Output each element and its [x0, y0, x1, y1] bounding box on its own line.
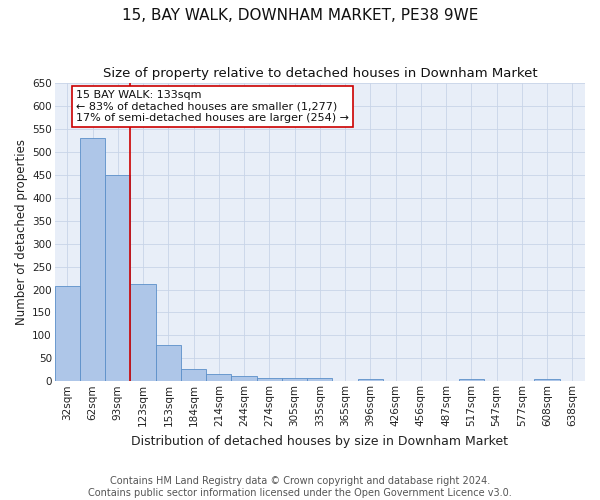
Bar: [358, 378, 383, 382]
Bar: [55, 286, 80, 382]
Bar: [80, 138, 105, 382]
Bar: [459, 378, 484, 382]
Bar: [206, 374, 232, 382]
Text: Contains HM Land Registry data © Crown copyright and database right 2024.
Contai: Contains HM Land Registry data © Crown c…: [88, 476, 512, 498]
Bar: [282, 378, 307, 382]
X-axis label: Distribution of detached houses by size in Downham Market: Distribution of detached houses by size …: [131, 434, 508, 448]
Title: Size of property relative to detached houses in Downham Market: Size of property relative to detached ho…: [103, 68, 537, 80]
Y-axis label: Number of detached properties: Number of detached properties: [15, 139, 28, 325]
Bar: [232, 376, 257, 382]
Bar: [181, 369, 206, 382]
Bar: [535, 378, 560, 382]
Bar: [307, 378, 332, 382]
Bar: [105, 175, 130, 382]
Bar: [130, 284, 156, 382]
Text: 15, BAY WALK, DOWNHAM MARKET, PE38 9WE: 15, BAY WALK, DOWNHAM MARKET, PE38 9WE: [122, 8, 478, 22]
Bar: [257, 378, 282, 382]
Bar: [156, 346, 181, 382]
Text: 15 BAY WALK: 133sqm
← 83% of detached houses are smaller (1,277)
17% of semi-det: 15 BAY WALK: 133sqm ← 83% of detached ho…: [76, 90, 349, 123]
